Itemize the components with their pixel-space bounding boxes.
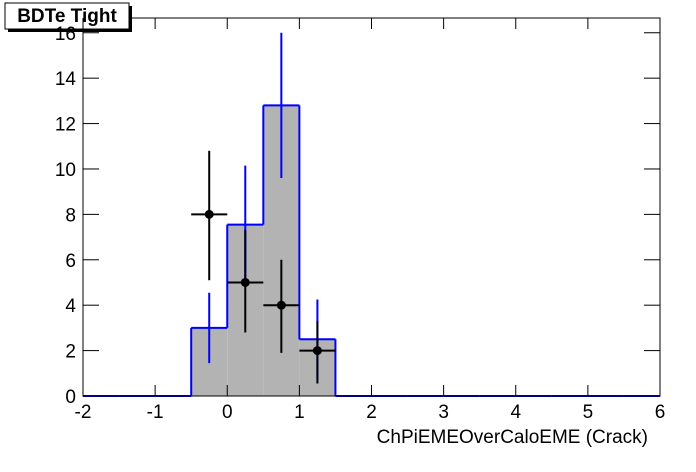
x-tick-label: -1: [147, 402, 164, 423]
y-tick-label: 6: [65, 251, 76, 272]
data-point: [240, 277, 250, 287]
x-tick-label: 0: [222, 402, 233, 423]
x-tick-label: 3: [438, 402, 449, 423]
y-tick-label: 14: [55, 69, 77, 90]
x-tick-label: 2: [366, 402, 377, 423]
x-tick-label: 5: [583, 402, 594, 423]
data-point: [204, 209, 214, 219]
x-tick-label: 6: [655, 402, 666, 423]
y-tick-label: 12: [55, 115, 76, 136]
y-tick-label: 10: [55, 160, 76, 181]
data-point: [312, 346, 322, 356]
y-tick-label: 16: [55, 24, 76, 45]
x-tick-label: 4: [510, 402, 521, 423]
chart-title: BDTe Tight: [17, 6, 117, 27]
y-tick-label: 0: [65, 387, 76, 408]
x-tick-label: -2: [75, 402, 92, 423]
data-point: [276, 300, 286, 310]
plot-area: [83, 32, 660, 397]
x-tick-label: 1: [294, 402, 305, 423]
title-box: [4, 2, 130, 30]
y-tick-label: 4: [65, 296, 76, 317]
y-tick-label: 2: [65, 342, 76, 363]
y-tick-label: 8: [65, 205, 76, 226]
x-axis-label: ChPiEMEOverCaloEME (Crack): [377, 427, 648, 448]
